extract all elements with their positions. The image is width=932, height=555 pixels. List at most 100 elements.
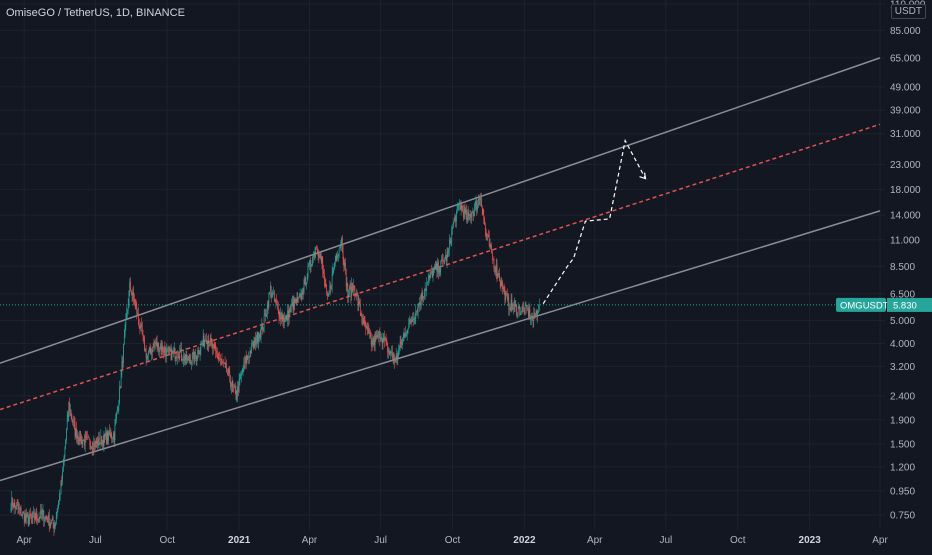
candle-body bbox=[222, 361, 224, 363]
candle-body bbox=[253, 341, 255, 348]
candle-body bbox=[238, 386, 239, 392]
candle-body bbox=[522, 306, 524, 309]
candle-body bbox=[429, 275, 431, 278]
price-tick-label: 6.500 bbox=[890, 289, 915, 300]
candle-body bbox=[132, 292, 134, 296]
candle-body bbox=[524, 308, 525, 315]
candle-body bbox=[284, 318, 286, 320]
candle-body bbox=[56, 511, 58, 517]
candle-body bbox=[76, 428, 77, 439]
candle-body bbox=[476, 202, 478, 210]
candle-body bbox=[173, 348, 175, 351]
candle-body bbox=[77, 435, 79, 440]
time-axis[interactable]: Apr Jul Oct 2021 Apr Jul Oct 2022 Apr Jul Oct 2023 A… bbox=[16, 535, 888, 546]
candle-body bbox=[361, 314, 363, 321]
time-tick-label: Apr bbox=[302, 535, 318, 546]
candle-body bbox=[38, 516, 40, 519]
candle-body bbox=[484, 217, 485, 225]
candle-body bbox=[98, 437, 99, 446]
candle-body bbox=[451, 229, 453, 243]
candle-body bbox=[96, 440, 98, 444]
candle-body bbox=[250, 350, 252, 354]
candle-body bbox=[495, 267, 496, 273]
candle-body bbox=[79, 430, 81, 442]
candle-body bbox=[473, 212, 474, 216]
candle-body bbox=[308, 264, 310, 267]
price-tick-label: 65.000 bbox=[890, 53, 921, 64]
candle-body bbox=[444, 259, 446, 264]
candle-body bbox=[123, 344, 124, 364]
candle-body bbox=[148, 351, 149, 356]
candle-body bbox=[259, 333, 260, 339]
candle-body bbox=[129, 281, 131, 291]
price-tick-label: 0.950 bbox=[890, 486, 915, 497]
candle-body bbox=[352, 283, 353, 292]
candle-body bbox=[445, 254, 446, 260]
candle-body bbox=[249, 350, 251, 358]
candle-body bbox=[313, 253, 315, 257]
candle-body bbox=[356, 292, 358, 296]
candle-body bbox=[390, 352, 392, 354]
candle-body bbox=[166, 348, 168, 349]
candle-body bbox=[189, 359, 191, 361]
currency-unit-badge[interactable]: USDT bbox=[890, 4, 926, 19]
candle-body bbox=[413, 318, 414, 321]
candle-body bbox=[468, 212, 470, 216]
candle-body bbox=[34, 518, 36, 520]
price-tick-label: 31.000 bbox=[890, 129, 921, 140]
candle-body bbox=[480, 197, 481, 200]
candle-body bbox=[283, 320, 285, 322]
candle-body bbox=[383, 336, 385, 338]
candle-body bbox=[267, 303, 269, 308]
candle-body bbox=[197, 350, 199, 357]
candle-body bbox=[514, 304, 516, 307]
candle-body bbox=[363, 317, 364, 324]
candle-body bbox=[500, 281, 502, 287]
candle-body bbox=[329, 285, 331, 293]
candle-body bbox=[256, 332, 258, 342]
candle-body bbox=[46, 517, 48, 520]
candle-body bbox=[173, 350, 174, 353]
price-tick-label: 0.750 bbox=[890, 511, 915, 522]
candle-body bbox=[223, 362, 224, 364]
candle-body bbox=[372, 340, 374, 345]
candle-body bbox=[402, 337, 404, 340]
candle-body bbox=[502, 287, 504, 290]
candle-body bbox=[170, 348, 171, 352]
candle-body bbox=[376, 334, 378, 338]
price-tick-label: 85.000 bbox=[890, 26, 921, 37]
candle-body bbox=[458, 204, 460, 206]
candle-body bbox=[142, 334, 144, 336]
candle-body bbox=[396, 354, 398, 359]
candle-body bbox=[89, 439, 91, 446]
candle-body bbox=[353, 285, 355, 288]
candle-body bbox=[398, 349, 399, 357]
candle-body bbox=[439, 268, 441, 272]
candle-body bbox=[388, 349, 389, 353]
candle-body bbox=[84, 436, 86, 446]
candle-body bbox=[411, 320, 413, 323]
candle-body bbox=[45, 516, 47, 518]
price-tick-label: 5.000 bbox=[890, 316, 915, 327]
chart-title: OmiseGO / TetherUS, 1D, BINANCE bbox=[6, 7, 185, 19]
candle-body bbox=[218, 357, 220, 359]
candle-body bbox=[199, 350, 201, 355]
candle-body bbox=[461, 205, 463, 209]
candle-body bbox=[286, 315, 288, 321]
candle-body bbox=[264, 314, 266, 316]
candle-body bbox=[434, 265, 435, 269]
candle-body bbox=[331, 273, 333, 287]
candle-body bbox=[334, 262, 335, 269]
candle-body bbox=[255, 337, 256, 346]
candlestick-series bbox=[10, 192, 540, 536]
candle-body bbox=[517, 308, 519, 315]
price-tick-label: 1.500 bbox=[890, 439, 915, 450]
candle-body bbox=[319, 253, 320, 258]
candle-body bbox=[201, 343, 202, 345]
candle-body bbox=[119, 386, 120, 403]
candle-body bbox=[13, 502, 15, 509]
candle-body bbox=[10, 508, 12, 511]
candle-body bbox=[291, 301, 293, 306]
